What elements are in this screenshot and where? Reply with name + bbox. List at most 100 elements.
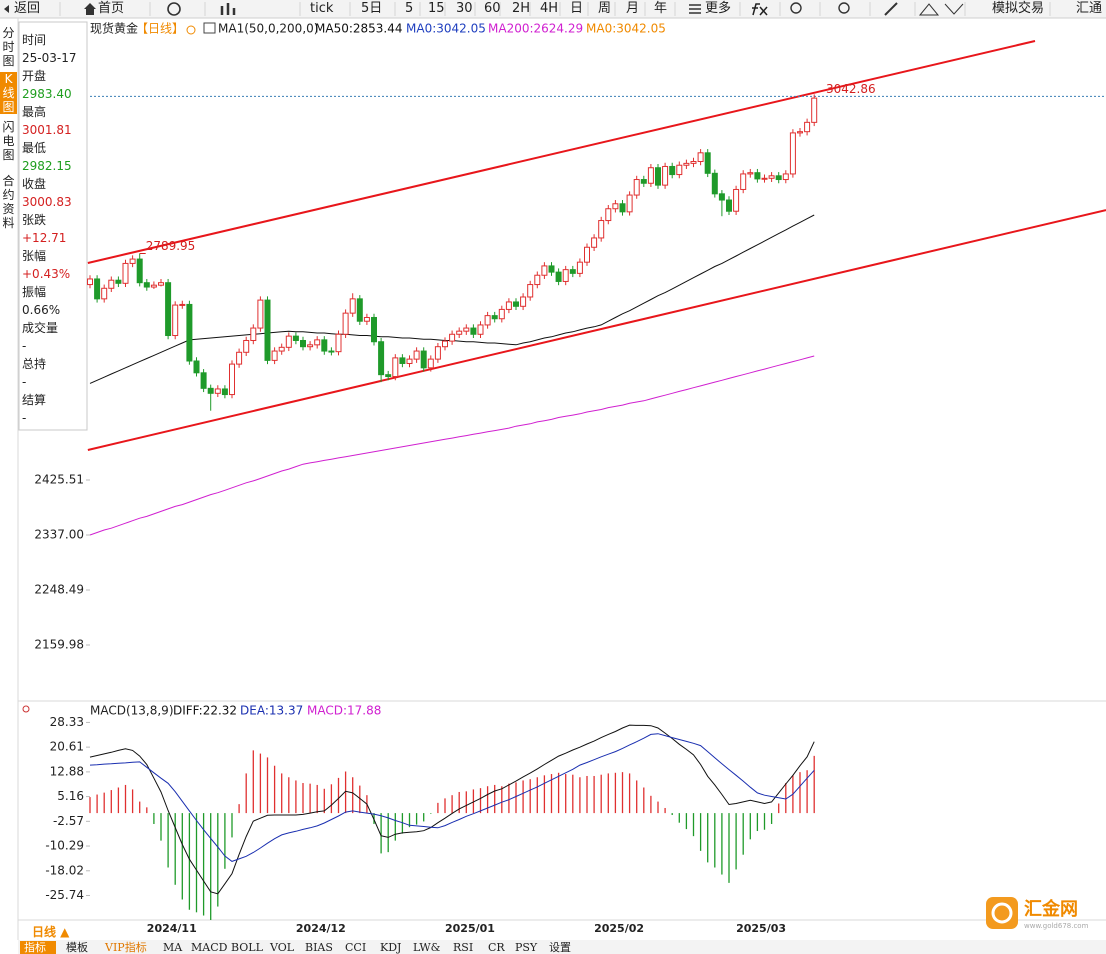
candle-body <box>647 167 654 184</box>
candle-body <box>165 282 172 337</box>
toolbar-button[interactable]: 月 <box>626 1 640 16</box>
candle-body <box>704 152 711 174</box>
candle-body <box>754 172 761 180</box>
x-tick-label: 2025/01 <box>445 922 495 935</box>
logo-url: www.gold678.com <box>1024 922 1089 930</box>
candle-body <box>484 315 491 326</box>
info-value: - <box>22 411 27 425</box>
candle-body <box>789 132 796 175</box>
x-tick-label: 2024/11 <box>147 922 197 935</box>
logo-mark <box>991 902 1013 924</box>
candle-body <box>456 330 463 335</box>
candle-body <box>363 316 370 322</box>
candle-body <box>541 265 548 276</box>
price-line-label: 3042.86 <box>826 82 876 96</box>
info-label: 张跌 <box>22 213 47 227</box>
candle-body <box>300 339 306 348</box>
candle-body <box>399 357 406 364</box>
toolbar-button[interactable]: 首页 <box>98 1 125 16</box>
candle-body <box>427 358 434 369</box>
toolbar-button[interactable]: 更多 <box>705 1 732 16</box>
chart-title: 现货黄金 <box>90 21 138 36</box>
info-value: 25-03-17 <box>22 51 77 65</box>
toolbar-button[interactable]: 5 <box>405 1 414 16</box>
candle-body <box>598 220 605 239</box>
candle-body <box>413 350 420 360</box>
trend-line <box>87 40 1036 264</box>
candle-body <box>633 179 640 196</box>
bottom-tab[interactable]: MACD <box>191 941 228 954</box>
candle-body <box>321 339 328 352</box>
zoom-out-icon <box>790 2 802 14</box>
bottom-tab[interactable]: 模板 <box>66 941 88 954</box>
toolbar-button[interactable]: 年 <box>654 1 668 16</box>
y-tick-label: 2425.51 <box>34 472 84 486</box>
bottom-tab[interactable]: VIP指标 <box>105 941 147 954</box>
candle-body <box>278 346 285 352</box>
side-tab[interactable]: K线图 <box>0 72 17 114</box>
bottom-tab[interactable]: MA <box>163 941 183 954</box>
indicator-icon[interactable] <box>203 22 216 34</box>
candle-body <box>584 246 590 263</box>
bottom-tab[interactable]: CR <box>488 941 505 954</box>
bottom-tab[interactable]: CCI <box>345 941 367 954</box>
toolbar-button[interactable]: 模拟交易 <box>992 1 1045 16</box>
bottom-tab[interactable]: PSY <box>515 941 538 954</box>
toolbar-button[interactable]: tick <box>310 1 334 16</box>
toolbar-button[interactable]: 汇通 <box>1076 1 1103 16</box>
candle-body <box>711 172 718 195</box>
toolbar-button[interactable]: 4H <box>540 1 559 16</box>
bottom-tab[interactable]: 设置 <box>549 941 571 954</box>
toolbar-button[interactable]: 周 <box>598 1 612 16</box>
side-tab[interactable]: 闪电图 <box>2 120 15 162</box>
candle-body <box>733 188 740 212</box>
info-value: 2983.40 <box>22 87 72 101</box>
side-tab[interactable]: 分时图 <box>2 26 15 68</box>
toolbar-button[interactable]: 60 <box>484 1 501 16</box>
period-button[interactable]: 日线 ▲ <box>32 925 70 939</box>
info-value: 2982.15 <box>22 159 72 173</box>
bottom-tab[interactable]: BOLL <box>231 941 263 954</box>
candle-body <box>193 360 200 374</box>
candle-body <box>626 194 633 213</box>
bottom-tab[interactable]: BIAS <box>305 941 333 954</box>
max-marker-label: 2789.95 <box>146 239 196 253</box>
candle-body <box>498 308 505 320</box>
candle-body <box>520 296 527 307</box>
candle-body <box>342 312 349 335</box>
settings-icon[interactable] <box>22 705 30 713</box>
candle-body <box>250 327 257 341</box>
toolbar-button[interactable]: 30 <box>456 1 473 16</box>
toolbar-button[interactable]: 15 <box>428 1 445 16</box>
more-icon <box>689 4 701 14</box>
bottom-tab[interactable]: VOL <box>270 941 295 954</box>
trend-line <box>87 209 1106 451</box>
toolbar-button[interactable]: 5日 <box>361 1 383 16</box>
candle-body <box>619 203 626 213</box>
bottom-tab[interactable]: RSI <box>453 941 474 954</box>
side-tab[interactable]: 合约资料 <box>2 174 15 230</box>
info-panel <box>18 21 88 431</box>
logo-text: 汇金网 <box>1024 898 1078 920</box>
candle-body <box>378 341 385 376</box>
candle-body <box>122 262 129 284</box>
info-label: 开盘 <box>22 69 47 83</box>
candle-body <box>143 282 150 288</box>
bottom-bar <box>18 940 1106 954</box>
add-icon[interactable] <box>186 25 196 35</box>
x-tick-label: 2024/12 <box>296 922 346 935</box>
bottom-tab[interactable]: 指标 <box>24 941 46 954</box>
info-label: 结算 <box>22 393 47 407</box>
info-label: 最高 <box>22 105 47 119</box>
candle-body <box>562 269 569 282</box>
bottom-tab[interactable]: LW& <box>413 941 441 954</box>
toolbar-button[interactable]: 2H <box>512 1 531 16</box>
candle-body <box>726 199 732 212</box>
legend-entry: MA200:2624.29 <box>488 22 583 36</box>
toolbar-button[interactable]: 日 <box>570 1 584 16</box>
bottom-tab[interactable]: KDJ <box>380 941 402 954</box>
home-icon <box>84 3 96 15</box>
candle-body <box>761 177 768 180</box>
toolbar-button[interactable]: 返回 <box>14 1 41 16</box>
